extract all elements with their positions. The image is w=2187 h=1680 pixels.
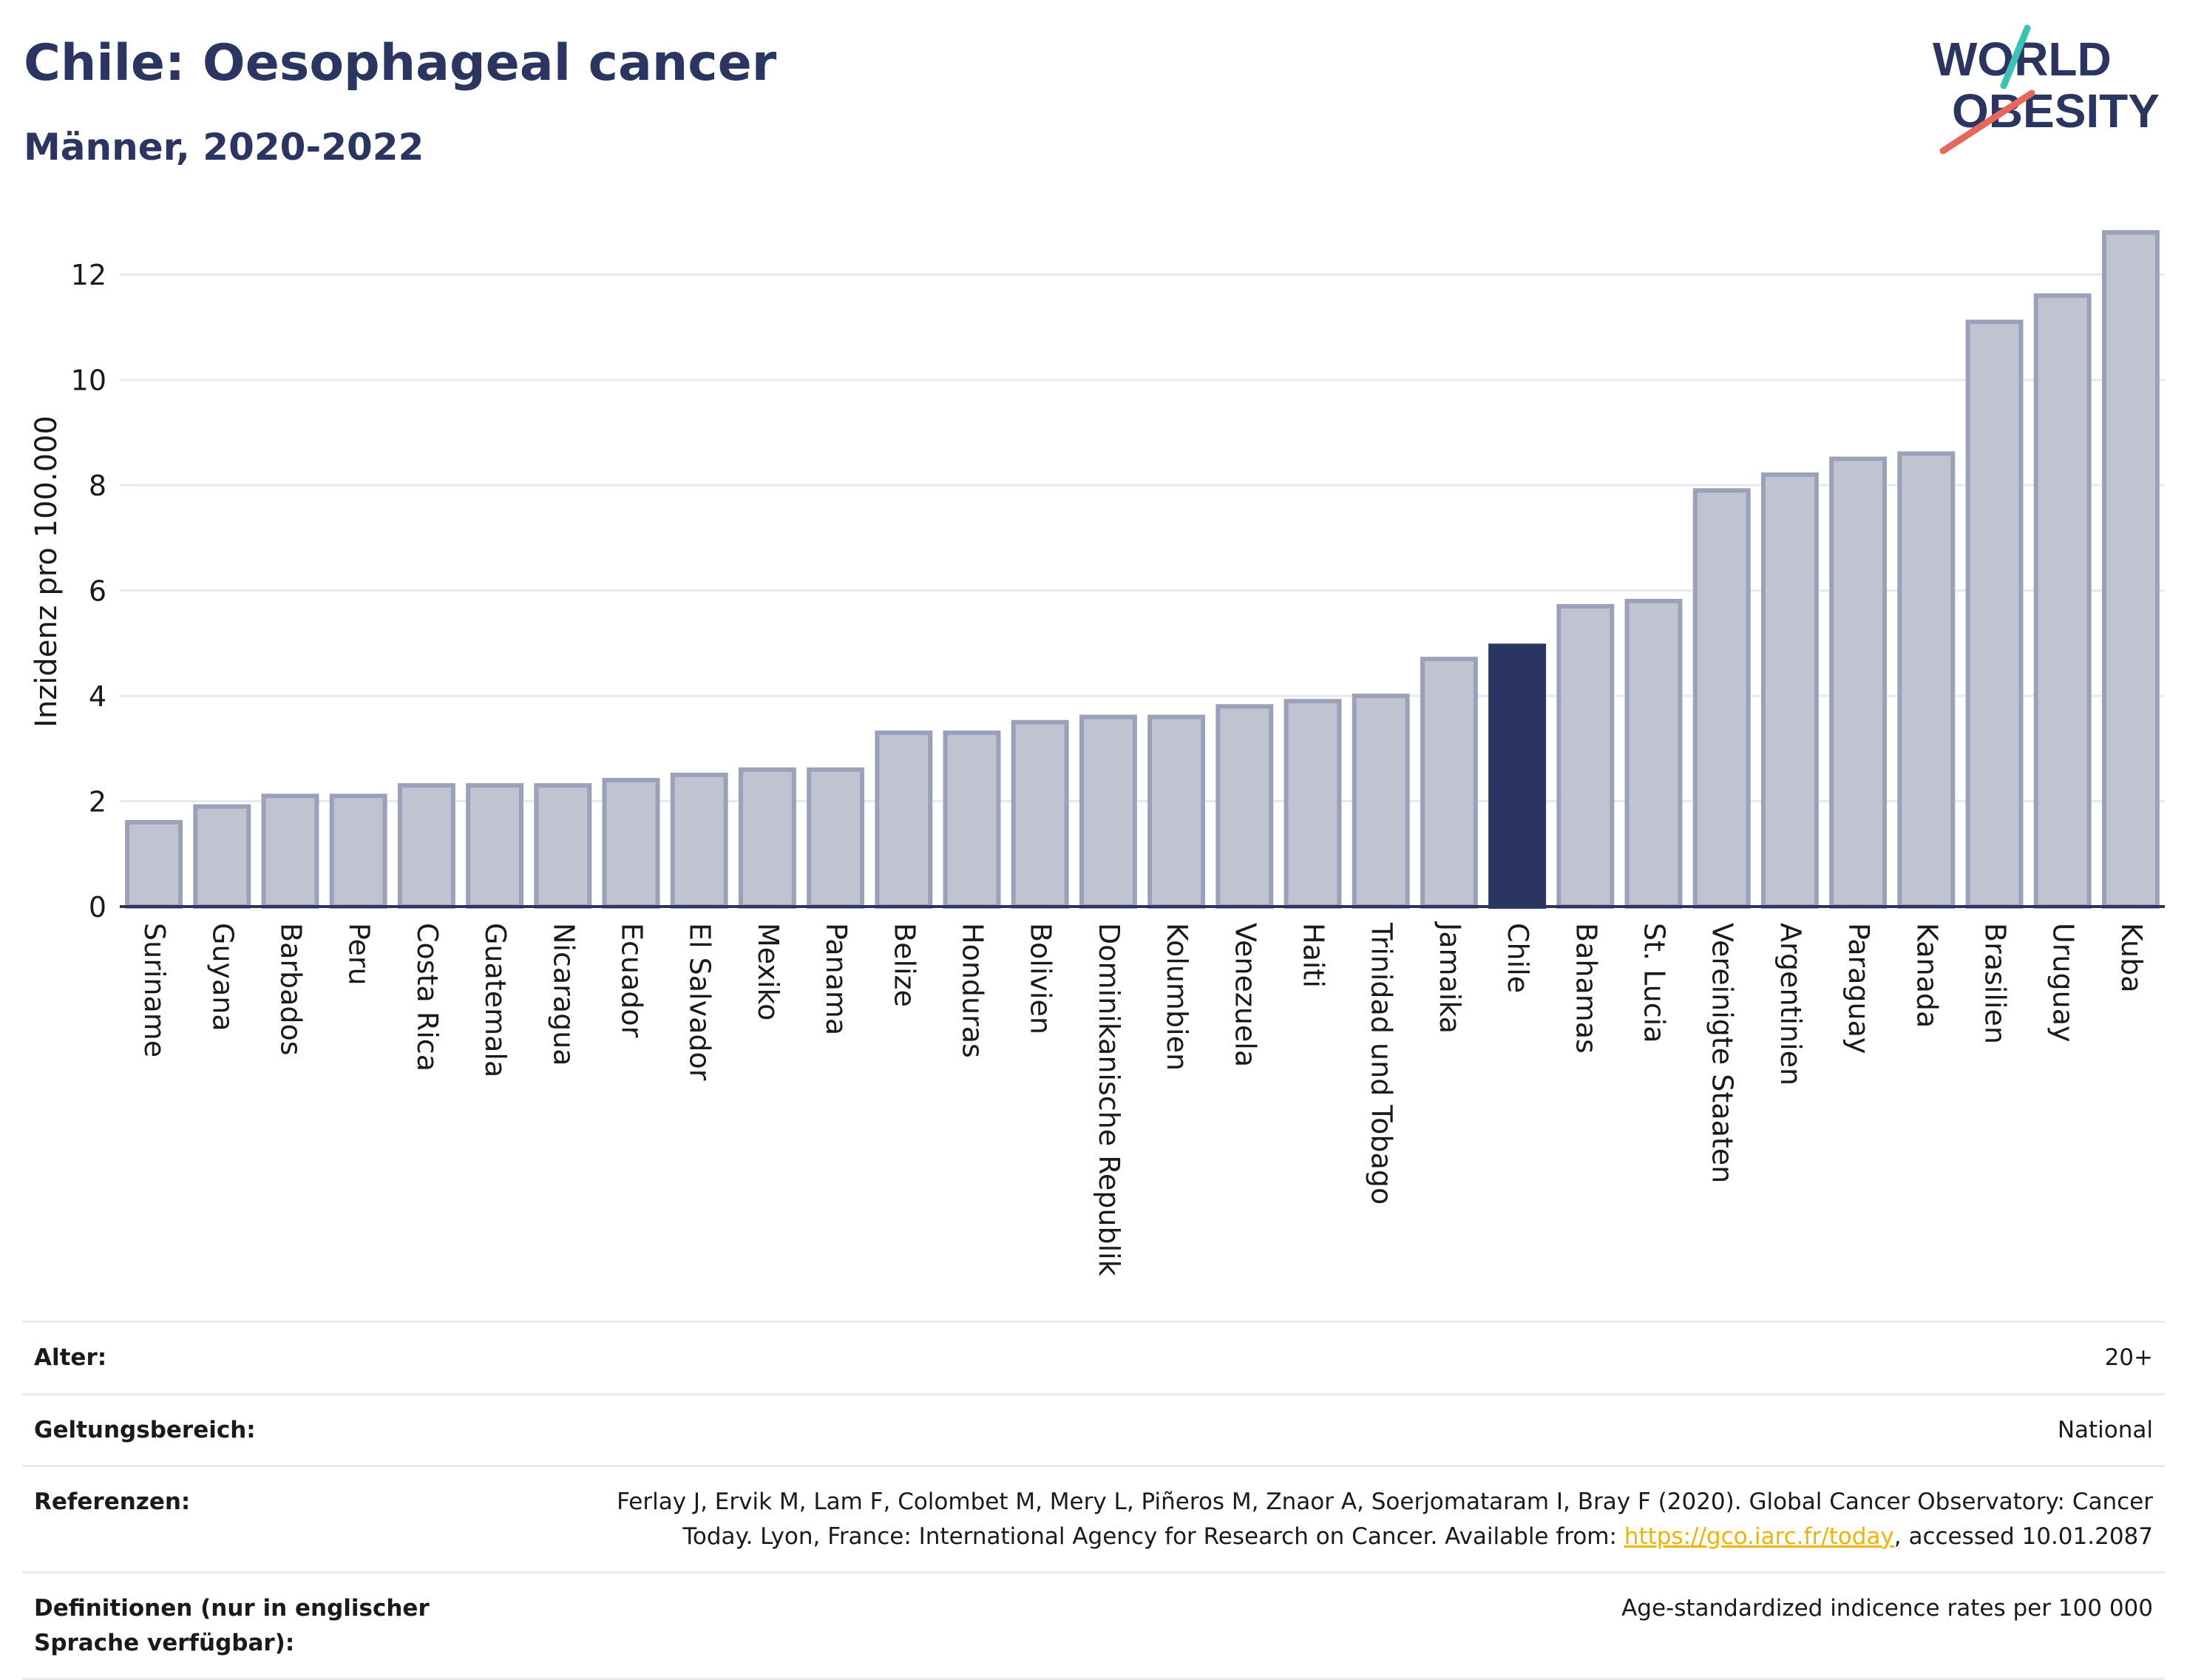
x-tick-label: Bahamas	[1570, 923, 1602, 1054]
y-tick-label: 0	[89, 891, 106, 924]
info-value-references: Ferlay J, Ervik M, Lam F, Colombet M, Me…	[534, 1465, 2165, 1573]
bar-jamaika[interactable]	[1420, 657, 1478, 909]
x-tick-label: Uruguay	[2047, 923, 2080, 1043]
x-tick-label: Guyana	[206, 923, 239, 1032]
bar-peru[interactable]	[329, 793, 387, 910]
x-tick-label: Ecuador	[616, 923, 648, 1038]
bar-panama[interactable]	[807, 767, 865, 910]
x-tick-label: Paraguay	[1842, 923, 1875, 1054]
x-tick-label: Barbados	[275, 923, 308, 1056]
bar-nicaragua[interactable]	[534, 783, 592, 909]
bar-argentinien[interactable]	[1760, 472, 1819, 909]
bar-kuba[interactable]	[2101, 230, 2160, 909]
axes: 0 2 4 6 8 10 12 Suriname Guyana Barbados Peru Costa…	[71, 259, 2165, 1276]
x-tick-label: Panama	[820, 923, 852, 1035]
info-row-scope: Geltungsbereich: National	[22, 1392, 2165, 1466]
info-value-age: 20+	[534, 1321, 2165, 1394]
bar-mexiko[interactable]	[738, 767, 796, 910]
x-tick-label: Guatemala	[479, 923, 512, 1077]
x-tick-label: Venezuela	[1229, 923, 1261, 1067]
x-tick-label: Kanada	[1910, 923, 1943, 1028]
x-tick-label: Kolumbien	[1161, 923, 1193, 1071]
x-tick-label: Belize	[888, 923, 920, 1007]
reference-accessed: , accessed 10.01.2087	[1893, 1522, 2153, 1550]
info-label-definitions: Definitionen (nur in englischer Sprache …	[22, 1571, 534, 1680]
x-tick-label: St. Lucia	[1638, 923, 1671, 1043]
bar-dominikanische-republik[interactable]	[1079, 714, 1137, 909]
x-tick-label: Trinidad und Tobago	[1366, 922, 1398, 1205]
x-tick-label: Vereinigte Staaten	[1706, 923, 1739, 1183]
bar-suriname[interactable]	[125, 820, 183, 909]
bar-venezuela[interactable]	[1215, 704, 1274, 909]
y-tick-label: 8	[89, 470, 106, 502]
info-value-definitions: Age-standardized indicence rates per 100…	[534, 1571, 2165, 1680]
bar-el-salvador[interactable]	[670, 772, 728, 910]
reference-text: Ferlay J, Ervik M, Lam F, Colombet M, Me…	[617, 1488, 2153, 1550]
info-label-references: Referenzen:	[22, 1465, 534, 1573]
x-tick-label: Chile	[1502, 923, 1534, 993]
x-tick-label: Dominikanische Republik	[1093, 923, 1125, 1276]
bar-costa-rica[interactable]	[397, 783, 455, 909]
x-tick-label: Peru	[343, 923, 376, 986]
bar-kanada[interactable]	[1897, 451, 1956, 909]
bar-belize[interactable]	[875, 730, 933, 910]
reference-link[interactable]: https://gco.iarc.fr/today	[1624, 1522, 1894, 1550]
bar-kolumbien[interactable]	[1147, 714, 1206, 909]
y-tick-label: 12	[71, 259, 106, 291]
x-tick-label: Mexiko	[752, 923, 784, 1020]
bar-honduras[interactable]	[943, 730, 1001, 910]
logo-text-obesity: OBESITY	[1952, 84, 2160, 138]
y-tick-label: 10	[71, 365, 106, 397]
grid-lines	[120, 273, 2165, 803]
bar-paraguay[interactable]	[1829, 456, 1888, 909]
page-title: Chile: Oesophageal cancer	[24, 34, 777, 92]
x-tick-label: El Salvador	[684, 923, 716, 1081]
x-tick-label: Haiti	[1298, 923, 1330, 988]
y-tick-label: 2	[89, 786, 106, 819]
info-value-scope: National	[534, 1392, 2165, 1466]
info-row-references: Referenzen: Ferlay J, Ervik M, Lam F, Co…	[22, 1465, 2165, 1573]
y-tick-label: 4	[89, 680, 106, 713]
bar-bolivien[interactable]	[1011, 719, 1069, 910]
bar-uruguay[interactable]	[2033, 293, 2092, 909]
x-tick-label: Nicaragua	[547, 923, 580, 1066]
page-subtitle: Männer, 2020-2022	[24, 126, 424, 169]
bar-vereinigte-staaten[interactable]	[1692, 488, 1751, 909]
info-label-age: Alter:	[22, 1321, 534, 1394]
bar-bahamas[interactable]	[1556, 603, 1615, 909]
info-row-definitions: Definitionen (nur in englischer Sprache …	[22, 1571, 2165, 1680]
bar-trinidad-und-tobago[interactable]	[1352, 694, 1410, 909]
bar-guatemala[interactable]	[466, 783, 524, 909]
logo-slash-red	[1939, 89, 2035, 155]
x-tick-label: Bolivien	[1025, 923, 1057, 1034]
bar-st-lucia[interactable]	[1624, 598, 1683, 909]
x-tick-label: Suriname	[138, 923, 171, 1057]
world-obesity-logo: WORLD OBESITY	[1933, 24, 2160, 155]
info-row-age: Alter: 20+	[22, 1321, 2165, 1394]
x-tick-label: Costa Rica	[411, 923, 444, 1071]
bar-chile[interactable]	[1488, 643, 1547, 910]
x-tick-label: Kuba	[2115, 923, 2148, 993]
bar-guyana[interactable]	[193, 804, 251, 909]
x-tick-label: Jamaika	[1434, 921, 1466, 1034]
bars	[125, 230, 2160, 910]
bar-barbados[interactable]	[261, 793, 319, 910]
bar-brasilien[interactable]	[1965, 319, 2024, 910]
x-tick-label: Brasilien	[1979, 923, 2012, 1044]
y-tick-label: 6	[89, 575, 106, 608]
bar-haiti[interactable]	[1284, 699, 1342, 909]
logo-slash-teal	[2000, 24, 2031, 89]
info-label-scope: Geltungsbereich:	[22, 1392, 534, 1466]
x-tick-label: Honduras	[957, 923, 989, 1058]
info-table: Alter: 20+ Geltungsbereich: National Ref…	[22, 1321, 2165, 1680]
x-tick-label: Argentinien	[1774, 923, 1807, 1085]
bar-chart: 0 2 4 6 8 10 12 Suriname Guyana Barbados Peru Costa…	[30, 230, 2165, 1276]
y-axis-label: Inzidenz pro 100.000	[30, 416, 64, 728]
bar-ecuador[interactable]	[602, 778, 660, 909]
